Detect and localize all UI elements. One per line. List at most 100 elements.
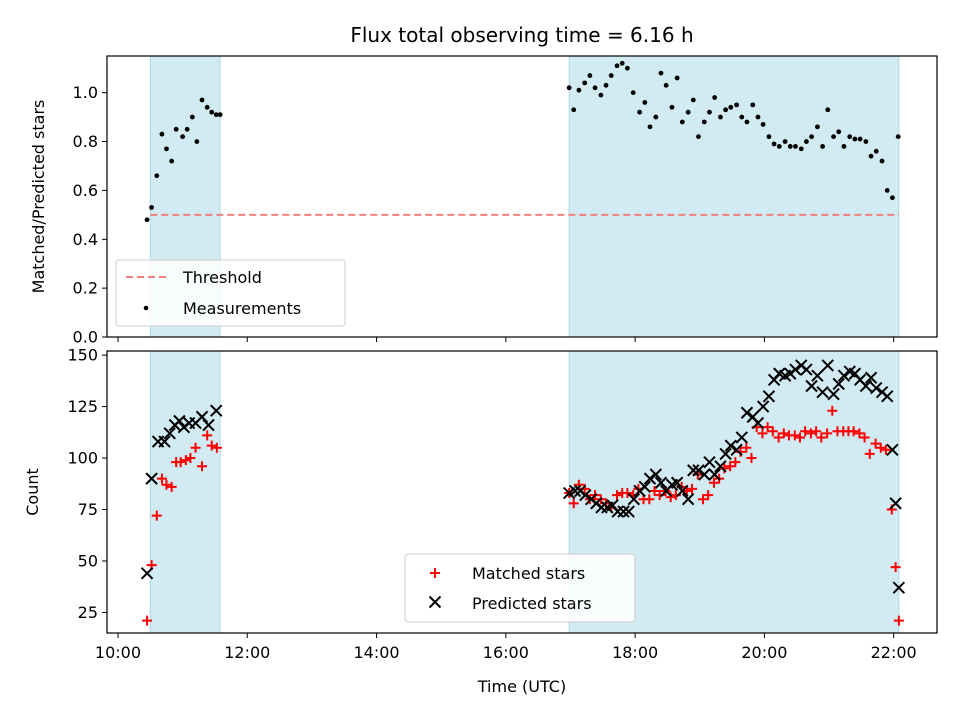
measurement-point [204, 104, 210, 110]
matched-star-point [816, 432, 827, 443]
measurement-point [728, 104, 734, 110]
measurement-point [825, 107, 831, 113]
measurement-point [587, 73, 593, 78]
matched-star-point [151, 510, 162, 521]
measurement-point [879, 158, 885, 164]
matched-star-point [697, 494, 708, 505]
y-tick-label: 0.2 [73, 279, 98, 298]
predicted-star-point [681, 492, 695, 506]
measurement-point [723, 107, 729, 113]
count-legend-box [404, 553, 636, 623]
predicted-star-point [789, 363, 802, 376]
matched-star-point [767, 426, 778, 437]
measurement-point [771, 141, 777, 147]
measurement-point [144, 217, 150, 223]
count-y-axis-label: Count [23, 468, 42, 516]
matched-star-point [864, 448, 875, 459]
measurement-point [750, 102, 756, 108]
matched-star-point [175, 457, 186, 468]
matched-star-point [622, 488, 633, 499]
predicted-star-point [805, 379, 818, 393]
predicted-star-point [816, 385, 829, 399]
ratio-panel: 0.0 0.2 0.4 0.6 0.8 1.0 Matched/Predicted sta… [29, 55, 938, 347]
observing-window-2 [568, 55, 900, 338]
matched-star-point [568, 498, 579, 509]
predicted-stars-series [140, 359, 906, 594]
measurement-point [744, 119, 750, 125]
predicted-star-point [622, 505, 635, 518]
measurement-point [815, 124, 820, 130]
x-axis-label: Time (UTC) [477, 677, 566, 696]
matched-star-point [800, 426, 811, 437]
measurement-point [194, 139, 200, 144]
measurement-point [149, 205, 155, 210]
matched-star-point [211, 442, 222, 453]
predicted-star-point [811, 369, 824, 382]
count-legend: Matched stars Predicted stars [404, 553, 636, 623]
matched-star-point [859, 432, 870, 443]
measurement-point [653, 114, 659, 120]
predicted-star-point [827, 388, 840, 401]
predicted-star-point [886, 443, 899, 457]
predicted-star-point [617, 505, 630, 518]
measurement-point [755, 114, 761, 120]
predicted-star-point [881, 390, 894, 403]
measurement-point [154, 173, 160, 179]
x-tick-label: 20:00 [741, 643, 787, 662]
measurement-point [199, 97, 205, 103]
measurement-point [707, 109, 712, 115]
predicted-star-point [719, 447, 732, 461]
measurement-point [658, 70, 664, 76]
predicted-star-point [173, 414, 186, 428]
predicted-star-point [703, 455, 716, 469]
matched-star-point [687, 483, 698, 494]
matched-star-point [773, 432, 784, 443]
measurement-point [804, 139, 809, 144]
predicted-star-point [595, 501, 608, 514]
measurement-point [793, 144, 798, 149]
predicted-star-point [145, 472, 158, 485]
legend-matched-swatch [430, 568, 440, 578]
predicted-star-point [859, 379, 873, 393]
y-tick-label: 25 [78, 603, 98, 622]
predicted-star-point [832, 377, 845, 391]
predicted-star-point [740, 406, 754, 419]
measurement-point [603, 82, 609, 88]
matched-star-point [854, 428, 865, 439]
matched-star-point [708, 477, 719, 488]
predicted-star-point [714, 460, 727, 473]
ratio-legend-box [115, 259, 346, 327]
measurement-point [701, 119, 707, 125]
predicted-star-point [654, 476, 668, 489]
legend-matched-label: Matched stars [472, 564, 585, 583]
predicted-star-point [708, 468, 721, 481]
predicted-star-point [800, 363, 813, 376]
measurement-point [576, 87, 582, 93]
x-tick-label: 12:00 [224, 643, 270, 662]
predicted-star-point [864, 371, 878, 384]
measurement-point [184, 126, 190, 132]
y-tick-label: 125 [67, 397, 98, 416]
measurement-point [776, 144, 782, 149]
x-tick-label: 10:00 [95, 643, 141, 662]
predicted-star-point [568, 484, 582, 498]
predicted-star-point [649, 468, 663, 481]
measurement-point [679, 119, 685, 125]
predicted-star-point [638, 480, 652, 494]
measurement-point [598, 92, 604, 98]
measurement-point [836, 129, 842, 135]
matched-star-point [649, 485, 660, 496]
predicted-star-point [195, 410, 209, 424]
measurement-point [718, 114, 723, 120]
matched-star-point [180, 455, 191, 466]
y-tick-label: 150 [67, 346, 98, 365]
measurement-point [734, 102, 740, 108]
measurement-point [213, 112, 219, 118]
predicted-star-point [140, 567, 154, 580]
legend-measurements-label: Measurements [183, 299, 301, 318]
matched-star-point [794, 432, 805, 443]
measurement-point [857, 136, 863, 142]
measurement-point [189, 114, 195, 120]
measurements-series [144, 60, 901, 223]
